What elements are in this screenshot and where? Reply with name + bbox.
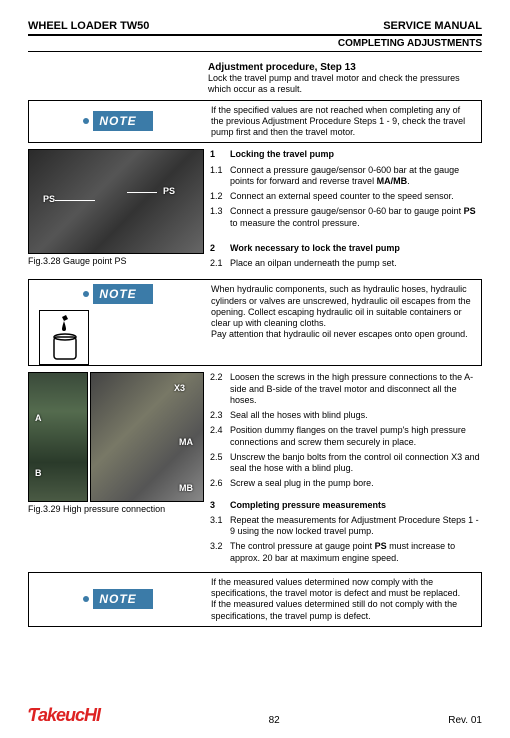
note-3-text: If the measured values determined now co… <box>205 573 481 626</box>
fig1-caption: Fig.3.28 Gauge point PS <box>28 256 204 266</box>
sec3-2: 3.2The control pressure at gauge point P… <box>210 541 482 564</box>
fig2-images: A B X3 MA MB <box>28 372 204 502</box>
sec2-5: 2.5Unscrew the banjo bolts from the cont… <box>210 452 482 475</box>
fig2-b: B <box>35 468 42 478</box>
sec3-head: 3Completing pressure measurements <box>210 500 482 511</box>
intro-title: Adjustment procedure, Step 13 <box>208 62 482 73</box>
subheader: COMPLETING ADJUSTMENTS <box>28 38 482 52</box>
note-3: NOTE If the measured values determined n… <box>28 572 482 627</box>
header-divider <box>28 34 482 36</box>
sec1-2: 1.2Connect an external speed counter to … <box>210 191 482 202</box>
sec1-text: 1 Locking the travel pump 1.1Connect a p… <box>210 149 482 273</box>
fig2-row: A B X3 MA MB Fig.3.29 High pressure conn… <box>28 372 482 568</box>
fig1-ps-left: PS <box>43 194 55 204</box>
header-left: WHEEL LOADER TW50 <box>28 20 149 32</box>
note-1: NOTE If the specified values are not rea… <box>28 100 482 144</box>
fig1-ps-right: PS <box>163 186 175 196</box>
revision: Rev. 01 <box>448 715 482 726</box>
note-3-left: NOTE <box>29 573 205 626</box>
page-footer: ƬakeucHI 82 Rev. 01 <box>28 705 482 726</box>
fig1-row: PS PS Fig.3.28 Gauge point PS 1 Locking … <box>28 149 482 273</box>
oil-drop-icon <box>39 310 89 365</box>
sec1-head: 1 Locking the travel pump <box>210 149 482 160</box>
sec1-3: 1.3Connect a pressure gauge/sensor 0-60 … <box>210 206 482 229</box>
note-2: NOTE When hydraulic components, such as … <box>28 279 482 366</box>
note-2-left: NOTE <box>29 280 205 365</box>
sec3-1: 3.1Repeat the measurements for Adjustmen… <box>210 515 482 538</box>
fig2-a: A <box>35 413 42 423</box>
sec2-1: 2.1Place an oilpan underneath the pump s… <box>210 258 482 269</box>
fig2-ma: MA <box>179 437 193 447</box>
sec2-6: 2.6Screw a seal plug in the pump bore. <box>210 478 482 489</box>
sec1-1: 1.1Connect a pressure gauge/sensor 0-600… <box>210 165 482 188</box>
brand-logo: ƬakeucHI <box>28 705 100 726</box>
sec2-head: 2Work necessary to lock the travel pump <box>210 243 482 254</box>
fig1-line2 <box>127 192 157 193</box>
fig2-image-right: X3 MA MB <box>90 372 204 502</box>
fig2-caption: Fig.3.29 High pressure connection <box>28 504 204 514</box>
fig2-x3: X3 <box>174 383 185 393</box>
header-right: SERVICE MANUAL <box>383 20 482 32</box>
note-1-left: NOTE <box>29 101 205 143</box>
fig2-col: A B X3 MA MB Fig.3.29 High pressure conn… <box>28 372 204 568</box>
note-badge-2: NOTE <box>81 284 152 304</box>
fig1-col: PS PS Fig.3.28 Gauge point PS <box>28 149 204 273</box>
fig2-image-left: A B <box>28 372 88 502</box>
sec2b-sec3-text: 2.2Loosen the screws in the high pressur… <box>210 372 482 568</box>
fig2-mb: MB <box>179 483 193 493</box>
note-2-text: When hydraulic components, such as hydra… <box>205 280 481 365</box>
page-header: WHEEL LOADER TW50 SERVICE MANUAL <box>28 20 482 32</box>
intro-block: Adjustment procedure, Step 13 Lock the t… <box>208 62 482 96</box>
sec2-3: 2.3Seal all the hoses with blind plugs. <box>210 410 482 421</box>
fig1-line1 <box>55 200 95 201</box>
note-1-text: If the specified values are not reached … <box>205 101 481 143</box>
sec2-2: 2.2Loosen the screws in the high pressur… <box>210 372 482 406</box>
note-badge-3: NOTE <box>81 589 152 609</box>
note-badge: NOTE <box>81 111 152 131</box>
sec2-4: 2.4Position dummy flanges on the travel … <box>210 425 482 448</box>
intro-text: Lock the travel pump and travel motor an… <box>208 73 482 96</box>
page-number: 82 <box>269 715 280 726</box>
fig1-image: PS PS <box>28 149 204 254</box>
